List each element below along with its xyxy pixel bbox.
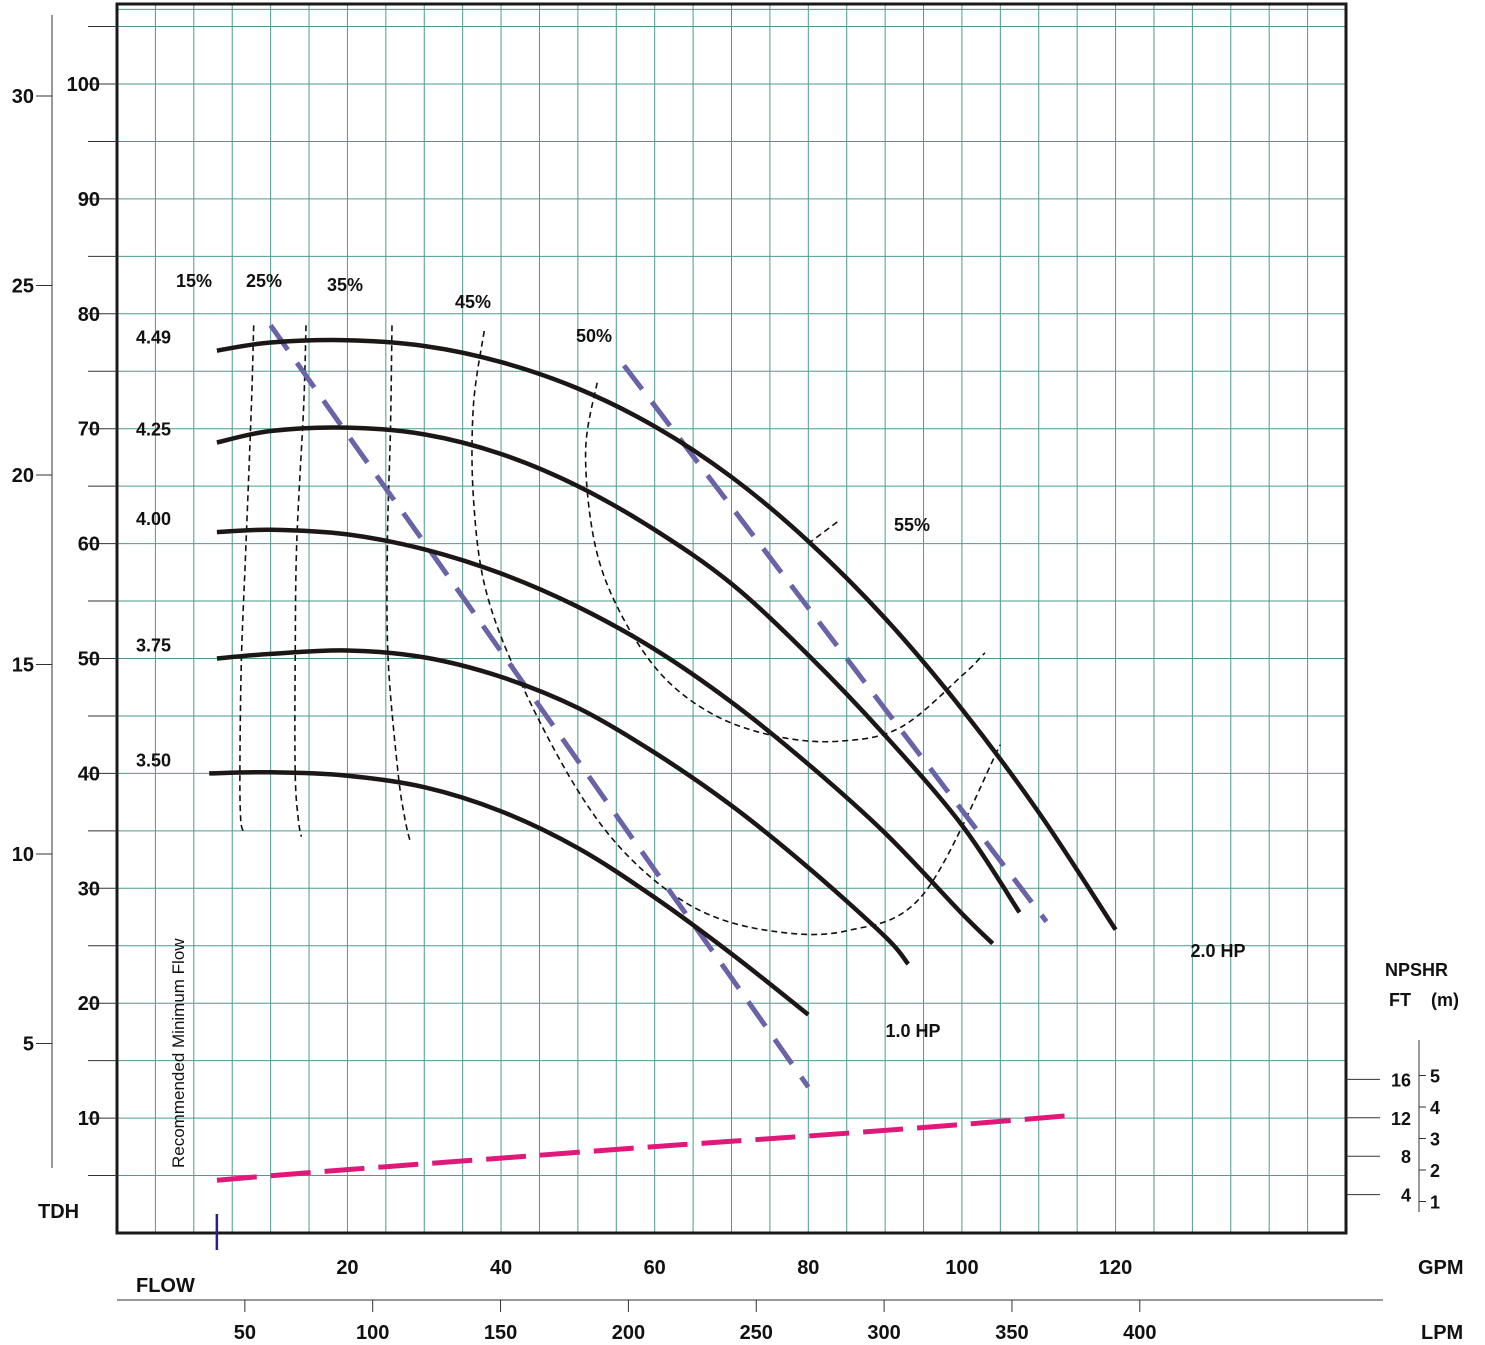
efficiency-curve [386,325,412,843]
npshr-ft-tick-label: 12 [1391,1109,1411,1129]
gpm-tick-label: 60 [644,1257,666,1279]
lpm-tick-label: 200 [612,1322,645,1344]
gpm-tick-label: 120 [1099,1257,1132,1279]
npshr-curve [216,1112,1078,1183]
npshr-ft-tick-label: 8 [1401,1147,1411,1167]
npshr-m-tick-label: 5 [1430,1067,1440,1087]
lpm-tick-label: 400 [1123,1322,1156,1344]
impeller-diameter-label: 4.49 [136,328,171,348]
hp-line [268,323,811,1089]
npshr-m-tick-label: 4 [1430,1098,1440,1118]
head-curve [216,337,1118,931]
plot-frame [115,2,1348,1235]
min-flow-label: Recommended Minimum Flow [169,938,188,1168]
lpm-axis-title: LPM [1421,1322,1463,1344]
lpm-tick-label: 50 [234,1322,256,1344]
head-curve [216,648,910,966]
npshr-axis-title: NPSHR [1385,960,1448,980]
hp-label: 1.0 HP [885,1021,940,1041]
tdh-m-tick-label: 5 [23,1034,34,1056]
efficiency-curve [807,519,840,545]
npshr-m-tick-label: 2 [1430,1161,1440,1181]
head-curve [209,769,810,1017]
gpm-axis-title: GPM [1418,1257,1464,1279]
gpm-tick-label: 40 [490,1257,512,1279]
tdh-m-tick-label: 25 [12,276,34,298]
efficiency-label: 15% [176,271,212,291]
flow-axis-title: FLOW [136,1275,195,1297]
efficiency-curve [239,325,255,832]
head-curve [216,425,1022,914]
impeller-diameter-label: 3.50 [136,750,171,770]
tdh-m-tick-label: 30 [12,86,34,108]
efficiency-label: 25% [246,271,282,291]
tdh-ft-tick-label: 40 [78,763,100,785]
impeller-diameter-label: 3.75 [136,636,171,656]
npshr-ft-tick-label: 4 [1401,1186,1411,1206]
tdh-ft-tick-label: 100 [67,74,100,96]
tdh-ft-tick-label: 60 [78,534,100,556]
lpm-tick-label: 250 [740,1322,773,1344]
npshr-m-tick-label: 1 [1430,1193,1440,1213]
curves [209,323,1118,1250]
efficiency-label: 55% [894,515,930,535]
impeller-diameter-label: 4.25 [136,419,171,439]
efficiency-curve [294,325,307,837]
efficiency-curve [584,382,986,743]
lpm-tick-label: 150 [484,1322,517,1344]
tdh-ft-tick-label: 80 [78,304,100,326]
tdh-ft-tick-label: 20 [78,993,100,1015]
tdh-ft-tick-label: 30 [78,878,100,900]
npshr-ft-unit: FT [1389,990,1411,1010]
hp-label: 2.0 HP [1190,941,1245,961]
tdh-ft-tick-label: 50 [78,649,100,671]
efficiency-label: 45% [455,292,491,312]
efficiency-label: 50% [576,326,612,346]
tdh-m-tick-label: 15 [12,655,34,677]
npshr-m-unit: (m) [1431,990,1459,1010]
tdh-m-tick-label: 20 [12,465,34,487]
axes [36,15,1426,1312]
gpm-tick-label: 20 [336,1257,358,1279]
hp-line [622,363,1049,924]
tdh-ft-tick-label: 70 [78,419,100,441]
gpm-tick-label: 80 [797,1257,819,1279]
tdh-ft-tick-label: 10 [78,1108,100,1130]
tdh-m-tick-label: 10 [12,844,34,866]
npshr-ft-tick-label: 16 [1391,1070,1411,1090]
tdh-axis-title: TDH [38,1201,79,1223]
lpm-tick-label: 300 [867,1322,900,1344]
head-curve [216,527,995,946]
tdh-ft-tick-label: 90 [78,189,100,211]
lpm-tick-label: 100 [356,1322,389,1344]
efficiency-label: 35% [327,275,363,295]
efficiency-curve [471,330,1002,936]
npshr-m-tick-label: 3 [1430,1130,1440,1150]
grid-lines [116,4,1347,1233]
lpm-tick-label: 350 [995,1322,1028,1344]
gpm-tick-label: 100 [945,1257,978,1279]
impeller-diameter-label: 4.00 [136,509,171,529]
